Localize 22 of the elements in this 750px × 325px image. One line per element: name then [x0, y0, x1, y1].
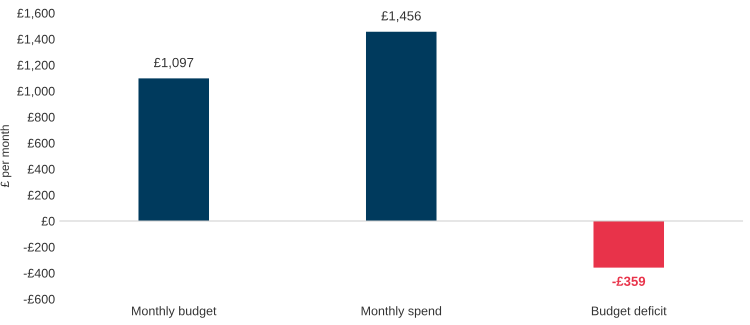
- x-tick-label: Monthly budget: [132, 306, 216, 318]
- y-tick-label: -£400: [24, 268, 55, 278]
- data-label: £1,456: [381, 11, 421, 22]
- y-tick-label: £800: [28, 112, 55, 122]
- y-tick-label: £1,200: [17, 60, 55, 72]
- data-label: -£359: [612, 276, 646, 286]
- y-tick-label: £400: [28, 164, 55, 174]
- y-tick-label: £1,400: [17, 34, 55, 46]
- y-tick-label: £1,600: [17, 8, 55, 20]
- bar: [138, 78, 210, 221]
- y-tick-label: -£200: [24, 242, 55, 252]
- y-tick-label: £0: [42, 216, 55, 226]
- y-tick-label: £200: [28, 190, 55, 200]
- bar: [366, 32, 437, 221]
- bar: [593, 221, 664, 268]
- y-tick-label: £1,000: [17, 86, 55, 98]
- y-tick-label: -£600: [24, 294, 55, 304]
- x-tick-label: Budget deficit: [592, 306, 667, 318]
- data-label: £1,097: [154, 58, 194, 69]
- y-axis-title: £ per month: [0, 125, 12, 188]
- y-tick-label: £600: [28, 138, 55, 148]
- x-tick-label: Monthly spend: [362, 306, 442, 318]
